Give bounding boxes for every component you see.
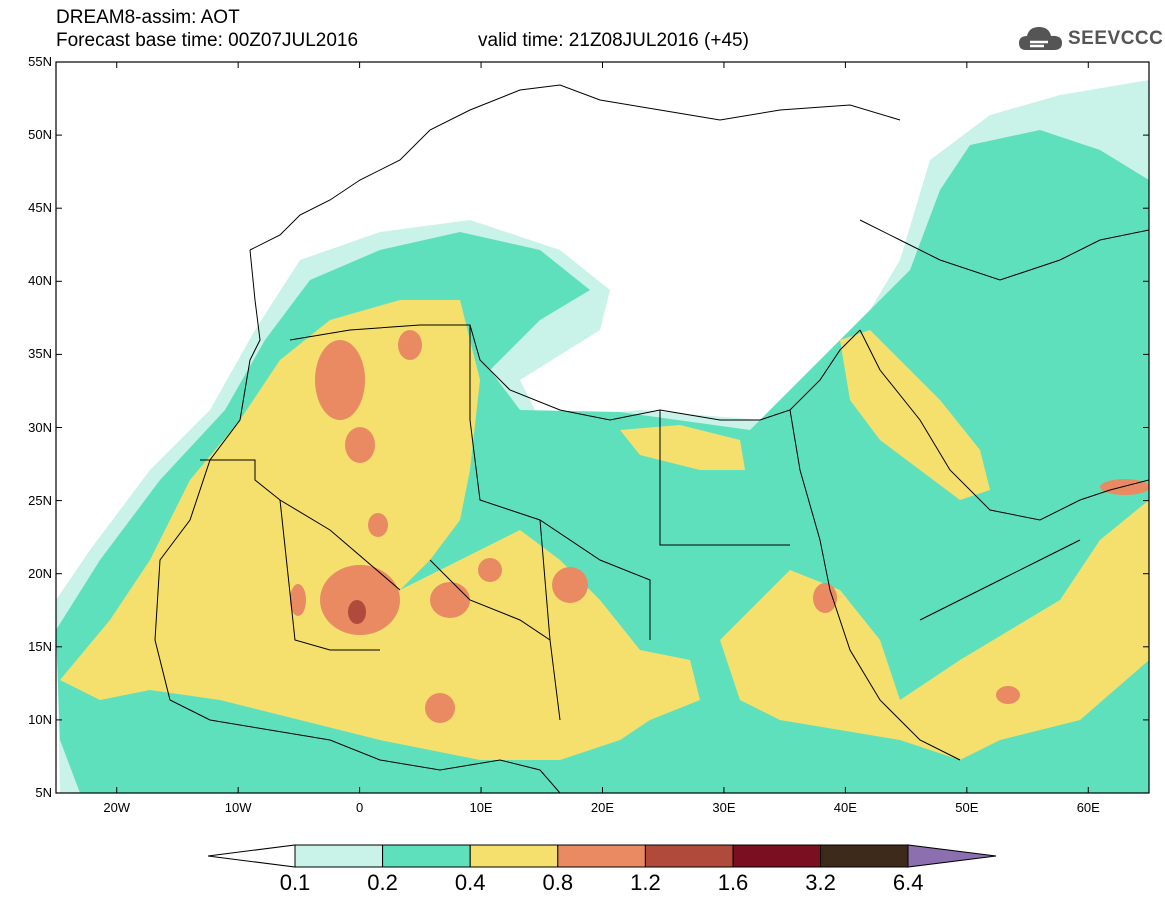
seevccc-logo: SEEVCCC [1018, 22, 1163, 56]
aot-band-0.4-gulf [840, 330, 990, 500]
aot-band-0.4-east [720, 500, 1149, 760]
aot-patch-0.8 [813, 583, 837, 613]
colorbar-level-label: 0.4 [454, 870, 486, 895]
latitude-label: 15N [28, 638, 52, 654]
colorbar-box [644, 844, 734, 868]
colorbar-box [557, 844, 646, 868]
colorbar-level-label: 3.2 [805, 870, 836, 895]
aot-band-0.4-libya [620, 425, 745, 470]
country-borders [154, 84, 1149, 793]
longitude-label: 30E [712, 800, 736, 815]
aot-field [56, 62, 1149, 793]
aot-patch-0.8 [368, 513, 388, 537]
aot-patch-0.8 [315, 340, 365, 420]
colorbar [207, 844, 997, 868]
latitude-label: 50N [28, 127, 52, 143]
colorbar-level-label: 1.2 [630, 870, 661, 895]
latitude-label: 55N [28, 54, 52, 69]
aot-patch-0.8 [996, 686, 1020, 704]
colorbar-level-label: 0.2 [367, 870, 398, 895]
aot-patch-1.2 [348, 600, 366, 624]
aot-patch-0.8 [552, 567, 588, 603]
latitude-label: 20N [28, 565, 52, 581]
latitude-label: 10N [28, 711, 52, 727]
longitude-label: 10E [469, 800, 493, 815]
latitude-label: 45N [28, 200, 52, 216]
aot-patch-0.8 [320, 565, 400, 635]
longitude-label: 20E [590, 800, 615, 815]
latitude-label: 35N [28, 346, 52, 362]
colorbar-box [469, 844, 559, 868]
colorbar-high-arrow [907, 844, 997, 868]
longitude-label: 0 [355, 800, 364, 815]
colorbar-box [382, 844, 471, 868]
longitude-label: 10W [224, 800, 252, 815]
latitude-label: 30N [28, 419, 52, 435]
aot-patch-0.8 [398, 330, 422, 360]
latitude-label: 25N [28, 492, 52, 508]
aot-patch-0.8 [430, 582, 470, 618]
cloud-icon [1019, 27, 1062, 50]
longitude-label: 50E [955, 800, 979, 815]
colorbar-level-label: 1.6 [717, 870, 749, 895]
colorbar-level-label: 0.1 [279, 870, 311, 895]
aot-patch-0.8 [345, 427, 375, 463]
longitude-label: 60E [1076, 800, 1100, 815]
axis-ticks [56, 61, 1149, 794]
latitude-label: 40N [28, 273, 52, 289]
longitude-label: 20W [103, 800, 131, 815]
aot-patch-0.8 [290, 584, 306, 616]
colorbar-box [294, 844, 384, 868]
logo-text: SEEVCCC [1068, 28, 1164, 49]
latitude-label: 5N [35, 785, 52, 800]
longitude-label: 40E [833, 800, 857, 815]
map-title: DREAM8-assim: AOT [56, 7, 240, 28]
colorbar-low-arrow [207, 844, 296, 868]
colorbar-box [732, 844, 822, 868]
colorbar-box [820, 844, 909, 868]
forecast-base-time: Forecast base time: 00Z07JUL2016 [56, 30, 359, 51]
colorbar-level-label: 0.8 [542, 870, 574, 895]
aot-patch-0.8 [425, 693, 455, 723]
valid-time: valid time: 21Z08JUL2016 (+45) [478, 30, 749, 51]
aot-patch-0.8 [478, 558, 502, 582]
colorbar-level-label: 6.4 [892, 870, 924, 895]
